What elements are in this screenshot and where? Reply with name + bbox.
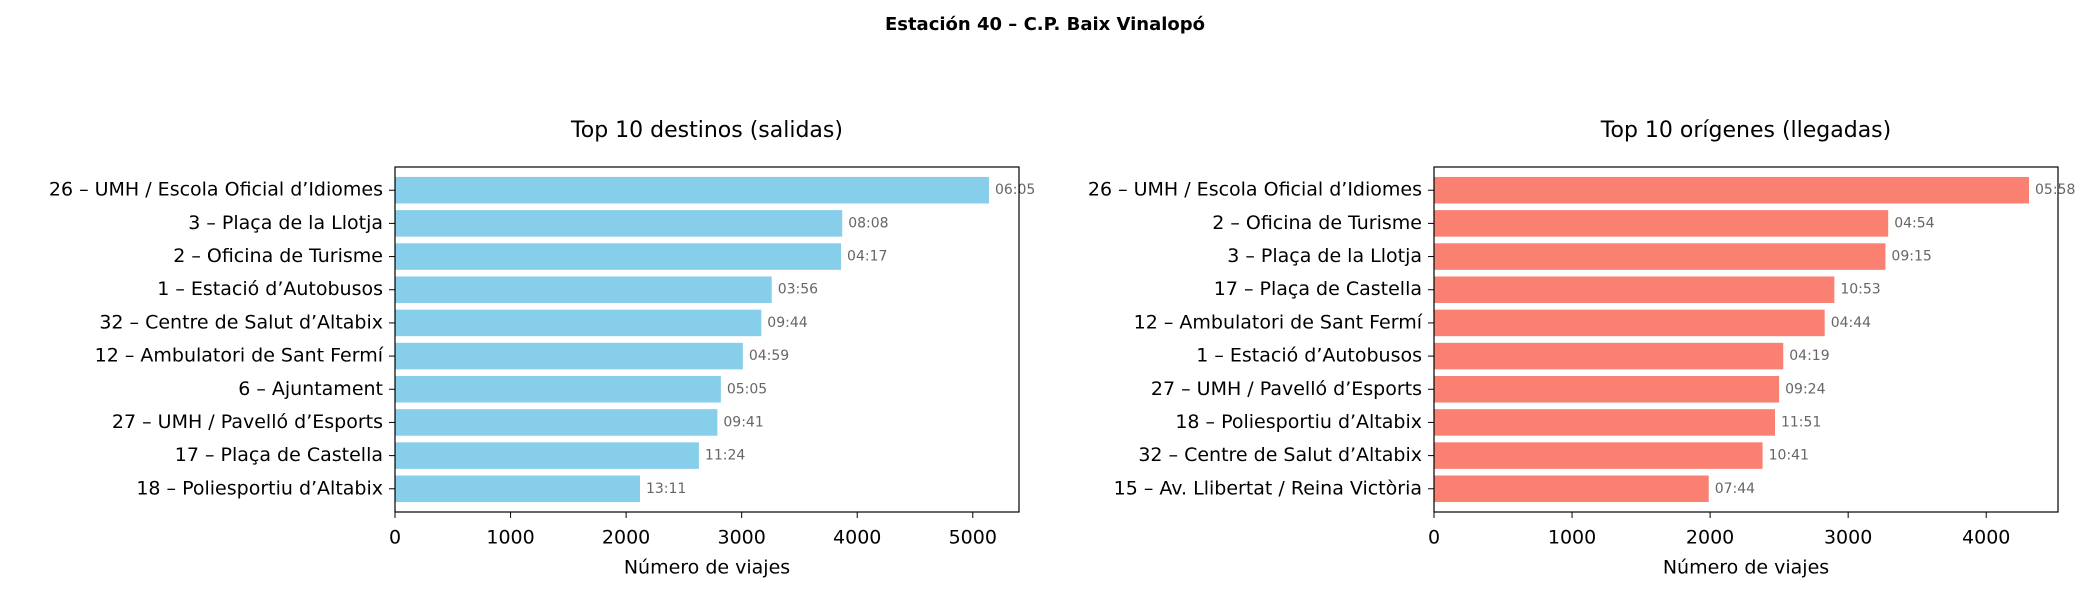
bar-label: 09:44 — [767, 315, 807, 331]
axes-frame — [1433, 166, 2059, 513]
bar-label: 11:24 — [705, 448, 745, 464]
bar-label: 10:41 — [1769, 448, 1809, 464]
y-tick-label: 32 – Centre de Salut d’Altabix — [99, 311, 383, 333]
y-tick-label: 2 – Oficina de Turisme — [1212, 212, 1422, 234]
bar — [1434, 475, 1709, 503]
x-axis-label: Número de viajes — [624, 557, 790, 579]
bar-label: 11:51 — [1781, 414, 1821, 430]
y-tick-label: 17 – Plaça de Castella — [175, 444, 383, 466]
bar-label: 04:54 — [1894, 215, 1934, 231]
x-axis-label: Número de viajes — [1663, 557, 1829, 579]
bar-label: 13:11 — [646, 481, 686, 497]
axes-frame — [394, 166, 1020, 513]
bar — [395, 409, 718, 436]
bar-label: 05:05 — [727, 381, 767, 397]
x-tick-label: 0 — [389, 527, 401, 549]
bar — [1434, 342, 1784, 370]
y-tick-label: 18 – Poliesportiu d’Altabix — [136, 477, 383, 499]
chart-title: Top 10 orígenes (llegadas) — [1600, 118, 1891, 143]
y-tick-label: 1 – Estació d’Autobusos — [157, 278, 383, 300]
y-tick-label: 12 – Ambulatori de Sant Fermí — [95, 345, 384, 367]
bar-label: 09:41 — [723, 414, 763, 430]
bar-label: 10:53 — [1840, 282, 1880, 298]
figure-title: Estación 40 – C.P. Baix Vinalopó — [885, 14, 1205, 35]
y-tick-label: 26 – UMH / Escola Oficial d’Idiomes — [49, 179, 383, 201]
bar — [1434, 375, 1780, 403]
bar — [395, 276, 772, 304]
bar-label: 04:17 — [847, 249, 887, 265]
y-tick-label: 1 – Estació d’Autobusos — [1196, 345, 1422, 367]
bar — [1434, 243, 1886, 270]
y-tick-label: 26 – UMH / Escola Oficial d’Idiomes — [1088, 179, 1422, 201]
x-tick-label: 2000 — [602, 527, 650, 549]
x-tick-label: 5000 — [949, 527, 997, 549]
bar-label: 06:05 — [995, 182, 1035, 198]
x-tick-label: 2000 — [1686, 527, 1734, 549]
bar-label: 03:56 — [778, 282, 818, 298]
chart-title: Top 10 destinos (salidas) — [570, 118, 843, 143]
y-tick-label: 6 – Ajuntament — [238, 378, 383, 400]
bar — [395, 342, 743, 370]
bar — [395, 176, 989, 204]
bar — [395, 309, 762, 337]
x-tick-label: 0 — [1428, 527, 1440, 549]
y-tick-label: 27 – UMH / Pavelló d’Esports — [1151, 378, 1422, 400]
y-tick-label: 3 – Plaça de la Llotja — [1227, 245, 1422, 267]
bar-label: 04:59 — [749, 348, 789, 364]
bar-label: 09:24 — [1785, 381, 1825, 397]
x-tick-label: 3000 — [717, 527, 765, 549]
bar — [395, 375, 721, 403]
x-tick-label: 4000 — [1962, 527, 2010, 549]
bar — [395, 475, 640, 503]
bar — [1434, 276, 1835, 304]
bar — [1434, 309, 1825, 337]
y-tick-label: 17 – Plaça de Castella — [1214, 278, 1422, 300]
bar — [1434, 210, 1889, 237]
bar — [1434, 176, 2030, 204]
y-tick-label: 32 – Centre de Salut d’Altabix — [1138, 444, 1422, 466]
bar — [1434, 442, 1763, 469]
x-tick-label: 4000 — [833, 527, 881, 549]
bar-label: 08:08 — [848, 215, 888, 231]
y-tick-label: 18 – Poliesportiu d’Altabix — [1175, 411, 1422, 433]
bar — [395, 243, 842, 270]
bar-label: 05:58 — [2035, 182, 2075, 198]
bar — [1434, 409, 1775, 436]
x-tick-label: 1000 — [1548, 527, 1596, 549]
y-tick-label: 3 – Plaça de la Llotja — [188, 212, 383, 234]
bar-label: 04:44 — [1831, 315, 1871, 331]
y-tick-label: 15 – Av. Llibertat / Reina Victòria — [1114, 477, 1422, 499]
y-tick-label: 12 – Ambulatori de Sant Fermí — [1134, 311, 1423, 333]
bar-label: 07:44 — [1715, 481, 1755, 497]
x-tick-label: 3000 — [1824, 527, 1872, 549]
bar — [395, 442, 699, 469]
bar — [395, 210, 843, 237]
y-tick-label: 27 – UMH / Pavelló d’Esports — [112, 411, 383, 433]
bar-label: 09:15 — [1891, 249, 1931, 265]
y-tick-label: 2 – Oficina de Turisme — [173, 245, 383, 267]
bar-label: 04:19 — [1789, 348, 1829, 364]
x-tick-label: 1000 — [486, 527, 534, 549]
